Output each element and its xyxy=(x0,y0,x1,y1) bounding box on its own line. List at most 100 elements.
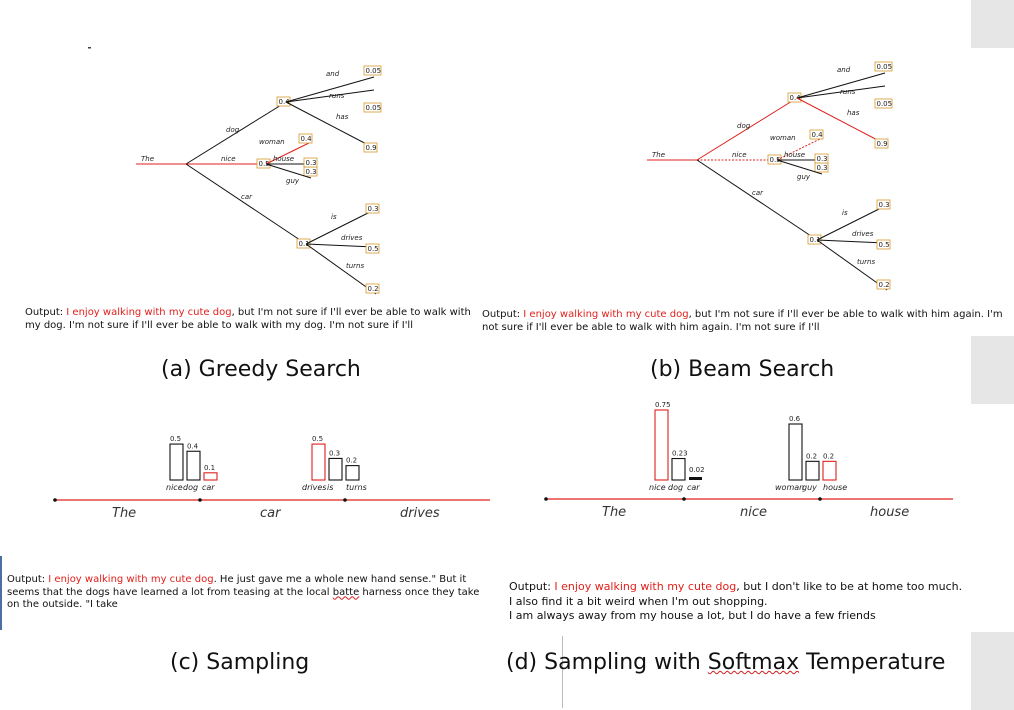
sampling-caption: (c) Sampling xyxy=(170,650,310,675)
tree-word-dog: dog xyxy=(737,122,751,130)
sampling-bars: The car drives 0.5 nice 0.4 dog 0.1 car 0.5 drives… xyxy=(53,435,490,521)
tree-prob-dog-and: 0.05 xyxy=(366,67,382,75)
bar-value-guy: 0.2 xyxy=(806,452,817,460)
tree-edge-car-turns xyxy=(305,243,377,295)
window-edge-top-right xyxy=(971,0,1014,48)
tree-prob-nice: 0.5 xyxy=(770,156,781,164)
tree-word-dog: dog xyxy=(226,126,240,134)
tree-prob-box-car-is xyxy=(365,203,380,214)
tree-prob-box-car xyxy=(807,234,822,245)
tree-edge-nice-guy xyxy=(776,159,823,175)
beam-output: Output: I enjoy walking with my cute dog… xyxy=(482,309,1012,334)
bar-label-nice: nice xyxy=(166,483,183,492)
bar-value-turns: 0.2 xyxy=(346,457,357,465)
tree-word-nice: nice xyxy=(221,155,236,163)
sampling-output-rest: . He just gave me a whole new hand sense… xyxy=(7,574,467,598)
tree-word-and: and xyxy=(837,66,851,74)
tree-prob-dog-runs: 0.05 xyxy=(877,100,893,108)
sequence-node-2 xyxy=(818,497,822,501)
greedy-output-prefix: Output: xyxy=(25,307,67,318)
temperature-output-line3: I am always away from my house a lot, bu… xyxy=(509,609,876,622)
sequence-word-The: The xyxy=(112,506,136,521)
tree-edge-dog xyxy=(185,101,287,165)
tree-edge-car-drives xyxy=(816,239,886,244)
tree-prob-nice-house: 0.3 xyxy=(817,164,828,172)
greedy-tree: The dog 0.4 nice 0.5 car 0.1 and 0.05 runs 0.05 has… xyxy=(136,65,382,295)
left-edge-mark xyxy=(0,556,2,630)
tree-word-house: house xyxy=(784,151,805,159)
tree-edge-car-drives xyxy=(305,243,375,248)
tree-edge-nice-woman xyxy=(776,137,823,161)
tree-prob-dog: 0.4 xyxy=(790,94,802,102)
tree-prob-box-car xyxy=(296,238,311,249)
sequence-word-nice: nice xyxy=(740,505,767,520)
tree-prob-car-drives: 0.5 xyxy=(879,241,890,249)
sampling-output-tail: harness once they take on the outside. "… xyxy=(7,586,480,611)
tree-prob-car-turns: 0.2 xyxy=(368,285,379,293)
bar-drives xyxy=(311,443,326,481)
tree-word-is: is xyxy=(842,209,848,217)
bar-value-car: 0.02 xyxy=(689,466,705,474)
tree-prob-car: 0.1 xyxy=(810,236,821,244)
tree-word-runs: runs xyxy=(329,92,345,100)
bar-value-nice: 0.75 xyxy=(655,401,671,409)
tree-edge-dog-runs xyxy=(796,85,886,99)
bar-value-dog: 0.23 xyxy=(672,450,688,458)
tree-word-drives: drives xyxy=(341,234,363,242)
temperature-caption-suffix: Temperature xyxy=(799,650,946,675)
sequence-node-1 xyxy=(682,497,686,501)
sampling-output: Output: I enjoy walking with my cute dog… xyxy=(7,574,492,612)
tree-prob-car-turns: 0.2 xyxy=(879,281,890,289)
text-cursor xyxy=(562,636,563,708)
beam-caption: (b) Beam Search xyxy=(650,357,835,382)
tree-prob-box-nice-woman xyxy=(809,129,824,140)
bar-turns xyxy=(345,465,360,481)
temperature-output: Output: I enjoy walking with my cute dog… xyxy=(509,580,1009,624)
bar-label-car: car xyxy=(202,483,215,492)
temperature-caption-prefix: (d) Sampling with xyxy=(506,650,708,675)
tree-prob-box-dog-and xyxy=(363,65,382,76)
tree-prob-box-nice-woman xyxy=(298,133,313,144)
tree-prob-nice-house: 0.3 xyxy=(306,168,317,176)
greedy-output: Output: I enjoy walking with my cute dog… xyxy=(25,307,475,332)
tree-prob-dog-and: 0.05 xyxy=(877,63,893,71)
bar-label-dog: dog xyxy=(183,483,198,492)
stray-mark xyxy=(88,47,91,49)
bar-nice xyxy=(169,443,184,481)
tree-word-house: house xyxy=(273,155,294,163)
bar-label-house: house xyxy=(823,483,847,492)
tree-edge-dog-runs xyxy=(285,89,375,103)
beam-output-highlight: I enjoy walking with my cute dog xyxy=(523,309,689,320)
tree-prob-box-dog-has xyxy=(874,138,889,149)
tree-edge-car-is xyxy=(305,208,377,245)
tree-prob-box-nice-guy xyxy=(814,153,829,164)
tree-edge-dog-and xyxy=(796,72,886,99)
tree-word-guy: guy xyxy=(286,177,300,185)
bar-car xyxy=(689,477,702,480)
greedy-output-rest: , but I'm not sure if I'll ever be able … xyxy=(25,307,471,331)
tree-word-has: has xyxy=(847,109,860,117)
greedy-caption: (a) Greedy Search xyxy=(161,357,361,382)
bar-value-house: 0.2 xyxy=(823,452,834,460)
temperature-caption-squiggle: Softmax xyxy=(707,650,800,675)
temperature-output-prefix: Output: xyxy=(509,580,555,593)
beam-output-prefix: Output: xyxy=(482,309,524,320)
sequence-node-0 xyxy=(544,497,548,501)
tree-prob-car-drives: 0.5 xyxy=(368,245,379,253)
greedy-output-highlight: I enjoy walking with my cute dog xyxy=(66,307,232,318)
bar-car xyxy=(203,472,218,481)
tree-word-guy: guy xyxy=(797,173,811,181)
bar-label-is: is xyxy=(327,483,333,492)
temperature-output-highlight: I enjoy walking with my cute dog xyxy=(554,580,737,593)
tree-word-runs: runs xyxy=(840,88,856,96)
bar-value-is: 0.3 xyxy=(329,449,340,457)
tree-word-woman: woman xyxy=(770,134,796,142)
tree-prob-dog-has: 0.9 xyxy=(366,144,377,152)
tree-word-turns: turns xyxy=(857,258,875,266)
tree-edge-dog-has xyxy=(285,101,375,149)
window-edge-mid-right xyxy=(971,336,1014,404)
tree-prob-box-nice-guy xyxy=(303,157,318,168)
bar-dog xyxy=(186,450,201,481)
bar-label-dog: dog xyxy=(668,483,683,492)
tree-edge-nice-woman xyxy=(265,141,312,165)
